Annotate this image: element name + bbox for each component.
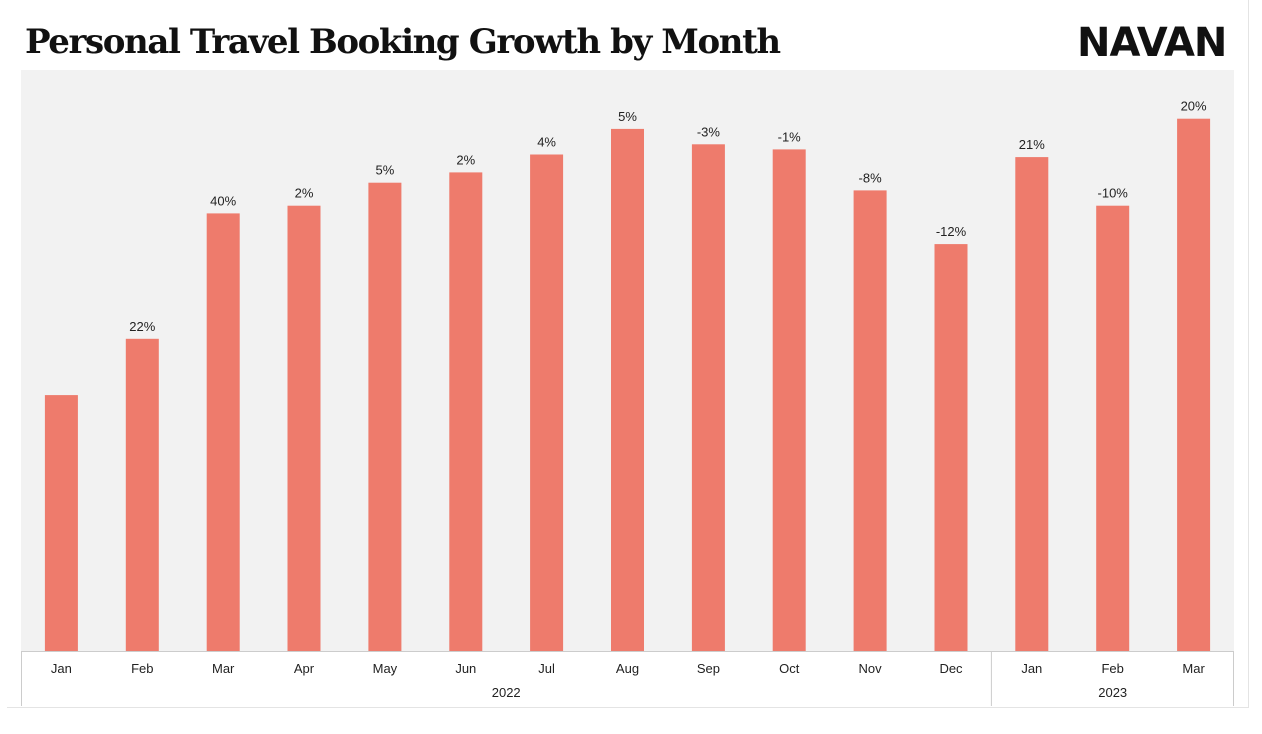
x-tick-label-9: Oct xyxy=(779,661,800,676)
x-tick-label-10: Nov xyxy=(859,661,883,676)
chart-title: Personal Travel Booking Growth by Month xyxy=(25,22,781,62)
x-tick-label-12: Jan xyxy=(1021,661,1042,676)
navan-logo: NAVAN xyxy=(1077,22,1227,62)
data-label-11: -12% xyxy=(936,224,967,239)
bar-13 xyxy=(1096,205,1130,651)
x-tick-label-14: Mar xyxy=(1182,661,1205,676)
x-tick-label-6: Jul xyxy=(538,661,555,676)
svg-text:NAVAN: NAVAN xyxy=(1077,22,1226,62)
year-group-label-0: 2022 xyxy=(492,685,521,700)
bar-2 xyxy=(206,213,240,651)
x-tick-label-13: Feb xyxy=(1101,661,1123,676)
bar-14 xyxy=(1177,118,1211,651)
chart-frame xyxy=(7,0,1249,708)
x-tick-label-1: Feb xyxy=(131,661,153,676)
bar-7 xyxy=(611,128,644,651)
data-label-14: 20% xyxy=(1181,99,1207,114)
x-tick-label-7: Aug xyxy=(616,661,639,676)
bar-10 xyxy=(853,190,887,651)
bar-9 xyxy=(772,149,806,651)
x-tick-label-5: Jun xyxy=(455,661,476,676)
bar-12 xyxy=(1015,157,1049,651)
data-label-3: 2% xyxy=(295,186,314,201)
bar-8 xyxy=(691,144,725,652)
x-tick-label-4: May xyxy=(373,661,398,676)
data-label-12: 21% xyxy=(1019,137,1045,152)
bar-6 xyxy=(530,154,564,651)
data-label-10: -8% xyxy=(859,170,883,185)
x-tick-label-8: Sep xyxy=(697,661,720,676)
bar-0 xyxy=(44,395,78,651)
data-label-4: 5% xyxy=(376,163,395,178)
x-tick-label-0: Jan xyxy=(51,661,72,676)
bar-3 xyxy=(287,205,321,651)
bar-4 xyxy=(368,182,402,651)
x-tick-label-11: Dec xyxy=(939,661,963,676)
x-tick-label-3: Apr xyxy=(294,661,315,676)
data-label-13: -10% xyxy=(1098,186,1129,201)
data-label-1: 22% xyxy=(129,319,155,334)
data-label-2: 40% xyxy=(210,193,236,208)
bar-5 xyxy=(449,172,483,651)
year-group-label-1: 2023 xyxy=(1098,685,1127,700)
data-label-7: 5% xyxy=(618,109,637,124)
bar-1 xyxy=(125,338,159,651)
data-label-8: -3% xyxy=(697,124,721,139)
data-label-9: -1% xyxy=(778,129,802,144)
data-label-5: 2% xyxy=(456,152,475,167)
data-label-6: 4% xyxy=(537,135,556,150)
bar-11 xyxy=(934,244,968,651)
x-tick-label-2: Mar xyxy=(212,661,235,676)
